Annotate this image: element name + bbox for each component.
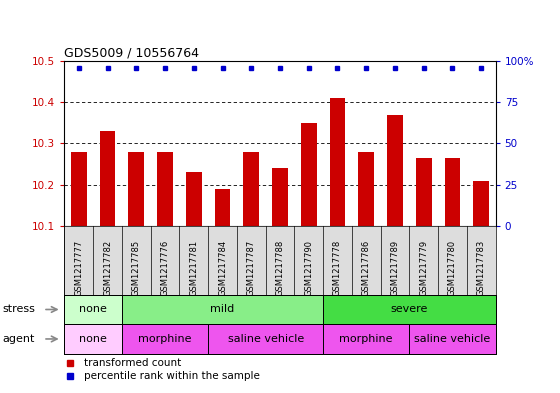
Text: none: none: [79, 305, 107, 314]
Bar: [323, 295, 496, 324]
Text: none: none: [79, 334, 107, 344]
Bar: [208, 324, 323, 354]
Text: percentile rank within the sample: percentile rank within the sample: [84, 371, 260, 381]
Bar: [244, 152, 259, 226]
Bar: [387, 114, 403, 226]
Text: GDS5009 / 10556764: GDS5009 / 10556764: [64, 47, 199, 60]
Bar: [122, 324, 208, 354]
Bar: [473, 180, 489, 226]
Bar: [122, 295, 323, 324]
Bar: [416, 158, 432, 226]
Bar: [323, 324, 409, 354]
Bar: [409, 324, 496, 354]
Bar: [71, 152, 87, 226]
Bar: [100, 131, 115, 226]
Text: morphine: morphine: [339, 334, 393, 344]
Text: morphine: morphine: [138, 334, 192, 344]
Bar: [272, 168, 288, 226]
Bar: [186, 172, 202, 226]
Bar: [330, 98, 346, 226]
Text: severe: severe: [391, 305, 428, 314]
Bar: [64, 324, 122, 354]
Bar: [157, 152, 173, 226]
Bar: [64, 295, 122, 324]
Text: agent: agent: [3, 334, 35, 344]
Text: mild: mild: [211, 305, 235, 314]
Bar: [214, 189, 230, 226]
Bar: [358, 152, 374, 226]
Bar: [301, 123, 316, 226]
Text: transformed count: transformed count: [84, 358, 181, 367]
Bar: [445, 158, 460, 226]
Bar: [128, 152, 144, 226]
Text: stress: stress: [3, 305, 36, 314]
Text: saline vehicle: saline vehicle: [414, 334, 491, 344]
Text: saline vehicle: saline vehicle: [227, 334, 304, 344]
